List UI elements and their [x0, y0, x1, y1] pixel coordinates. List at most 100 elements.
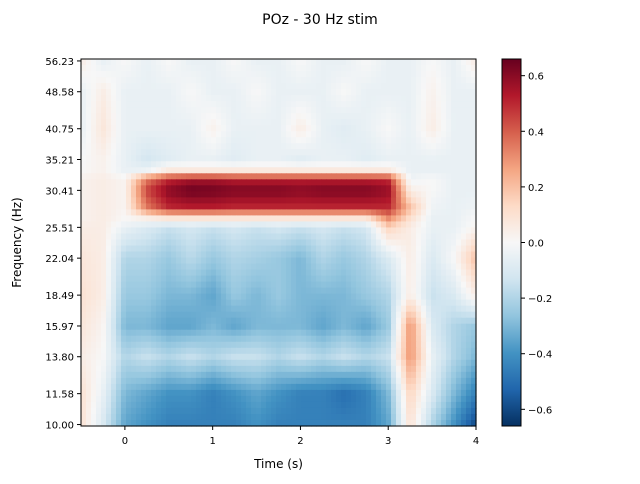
heatmap-cell	[351, 275, 357, 283]
heatmap-cell	[226, 413, 232, 421]
heatmap-cell	[111, 281, 117, 289]
heatmap-cell	[121, 77, 127, 84]
heatmap-cell	[206, 155, 212, 162]
heatmap-cell	[231, 329, 237, 337]
heatmap-cell	[346, 179, 352, 186]
heatmap-cell	[126, 335, 132, 343]
heatmap-cell	[441, 245, 447, 253]
heatmap-cell	[221, 389, 227, 397]
heatmap-cell	[451, 149, 457, 156]
heatmap-cell	[411, 323, 417, 331]
heatmap-cell	[161, 269, 167, 277]
heatmap-cell	[151, 215, 157, 223]
heatmap-cell	[426, 113, 432, 120]
heatmap-cell	[151, 101, 157, 108]
heatmap-cell	[251, 161, 257, 168]
heatmap-cell	[271, 155, 277, 162]
heatmap-cell	[426, 281, 432, 289]
heatmap-cell	[376, 323, 382, 331]
heatmap-cell	[176, 131, 182, 138]
heatmap-cell	[461, 389, 467, 397]
heatmap-cell	[316, 335, 322, 343]
heatmap-cell	[256, 155, 262, 162]
heatmap-cell	[241, 197, 247, 204]
heatmap-cell	[226, 65, 232, 72]
heatmap-cell	[321, 293, 327, 301]
heatmap-cell	[111, 203, 117, 211]
heatmap-cell	[366, 155, 372, 162]
heatmap-cell	[131, 389, 137, 397]
heatmap-cell	[186, 383, 192, 391]
heatmap-cell	[356, 107, 362, 114]
heatmap-cell	[456, 317, 462, 325]
heatmap-cell	[131, 359, 137, 367]
heatmap-cell	[316, 251, 322, 259]
heatmap-cell	[166, 329, 172, 337]
heatmap-cell	[266, 173, 272, 180]
heatmap-cell	[256, 137, 262, 144]
heatmap-cell	[376, 173, 382, 180]
heatmap-cell	[376, 161, 382, 168]
heatmap-cell	[186, 101, 192, 108]
heatmap-cell	[141, 77, 147, 84]
heatmap-cell	[301, 95, 307, 102]
heatmap-cell	[286, 245, 292, 253]
heatmap-cell	[341, 125, 347, 132]
heatmap-cell	[241, 113, 247, 120]
heatmap-cell	[331, 263, 337, 271]
heatmap-cell	[436, 77, 442, 84]
heatmap-cell	[461, 167, 467, 174]
heatmap-cell	[176, 335, 182, 343]
heatmap-cell	[156, 227, 162, 235]
heatmap-cell	[131, 263, 137, 271]
heatmap-cell	[401, 371, 407, 379]
heatmap-cell	[416, 155, 422, 162]
heatmap-cell	[286, 77, 292, 84]
heatmap-cell	[316, 179, 322, 186]
heatmap-cell	[301, 341, 307, 349]
heatmap-cell	[216, 329, 222, 337]
heatmap-cell	[436, 197, 442, 204]
heatmap-cell	[366, 149, 372, 156]
heatmap-cell	[246, 269, 252, 277]
heatmap-cell	[201, 179, 207, 186]
heatmap-cell	[401, 359, 407, 367]
heatmap-cell	[461, 107, 467, 114]
heatmap-cell	[416, 257, 422, 265]
heatmap-cell	[411, 173, 417, 180]
heatmap-cell	[276, 263, 282, 271]
heatmap-cell	[141, 107, 147, 114]
heatmap-cell	[226, 335, 232, 343]
heatmap-cell	[331, 329, 337, 337]
heatmap-cell	[386, 203, 392, 211]
heatmap-cell	[146, 167, 152, 174]
heatmap-cell	[121, 293, 127, 301]
heatmap-cell	[421, 353, 427, 361]
heatmap-cell	[116, 419, 122, 427]
heatmap-cell	[191, 71, 197, 78]
heatmap-cell	[406, 413, 412, 421]
heatmap-cell	[431, 179, 437, 186]
heatmap-cell	[451, 305, 457, 313]
heatmap-cell	[151, 389, 157, 397]
heatmap-cell	[181, 353, 187, 361]
heatmap-cell	[466, 215, 472, 223]
heatmap-cell	[346, 389, 352, 397]
heatmap-cell	[126, 89, 132, 96]
heatmap-cell	[411, 377, 417, 385]
heatmap-cell	[456, 377, 462, 385]
heatmap-cell	[291, 251, 297, 259]
heatmap-cell	[136, 95, 142, 102]
heatmap-cell	[406, 173, 412, 180]
heatmap-cell	[206, 173, 212, 180]
heatmap-cell	[216, 263, 222, 271]
heatmap-cell	[351, 161, 357, 168]
heatmap-cell	[471, 257, 477, 265]
heatmap-cell	[251, 269, 257, 277]
heatmap-cell	[251, 83, 257, 90]
heatmap-cell	[286, 413, 292, 421]
x-tick-label: 2	[297, 436, 303, 447]
heatmap-cell	[416, 77, 422, 84]
heatmap-cell	[191, 335, 197, 343]
heatmap-cell	[311, 239, 317, 247]
